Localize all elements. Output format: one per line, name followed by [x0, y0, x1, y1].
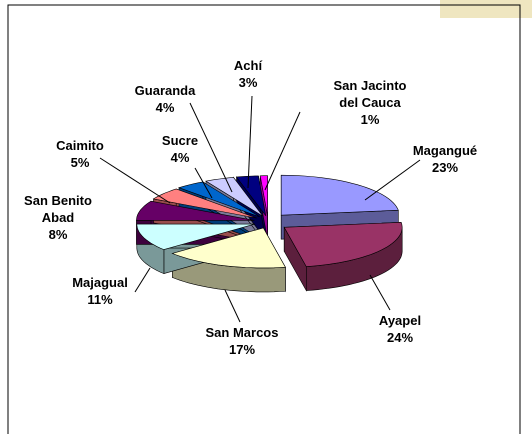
- value-label: 24%: [387, 330, 413, 345]
- value-label: 4%: [156, 100, 175, 115]
- value-label: 23%: [432, 160, 458, 175]
- slice: [152, 188, 258, 219]
- leader-line: [134, 267, 151, 293]
- background-patch: [440, 0, 532, 18]
- category-label: Magangué: [413, 143, 477, 158]
- chart-border: [7, 4, 521, 434]
- pie-tops: [136, 174, 403, 269]
- slice: [136, 200, 255, 221]
- slice: [178, 181, 260, 218]
- value-label: 3%: [239, 75, 258, 90]
- leader-line: [189, 102, 233, 193]
- category-label: Sucre: [162, 133, 198, 148]
- slice: [171, 227, 286, 269]
- category-label: Achí: [234, 58, 263, 73]
- category-label: San Jacinto del Cauca: [334, 78, 407, 110]
- leader-line: [247, 95, 253, 189]
- slice: [136, 223, 255, 250]
- category-label: San Benito Abad: [24, 193, 92, 225]
- slice: [205, 177, 264, 217]
- leader-line: [364, 159, 421, 201]
- value-label: 1%: [361, 112, 380, 127]
- value-label: 4%: [171, 150, 190, 165]
- category-label: Guaranda: [135, 83, 196, 98]
- leader-line: [264, 111, 301, 191]
- category-label: Caimito: [56, 138, 104, 153]
- value-label: 11%: [87, 292, 113, 307]
- leader-line: [369, 274, 391, 311]
- value-label: 17%: [229, 342, 255, 357]
- slice: [283, 221, 403, 267]
- category-label: Majagual: [72, 275, 128, 290]
- slice: [259, 175, 268, 216]
- category-label: Ayapel: [379, 313, 421, 328]
- category-label: San Marcos: [206, 325, 279, 340]
- value-label: 8%: [49, 227, 68, 242]
- leader-line: [194, 167, 213, 199]
- value-label: 5%: [71, 155, 90, 170]
- leader-line: [99, 157, 171, 204]
- slice: [280, 174, 399, 216]
- leader-line: [224, 289, 241, 323]
- slice: [235, 175, 267, 216]
